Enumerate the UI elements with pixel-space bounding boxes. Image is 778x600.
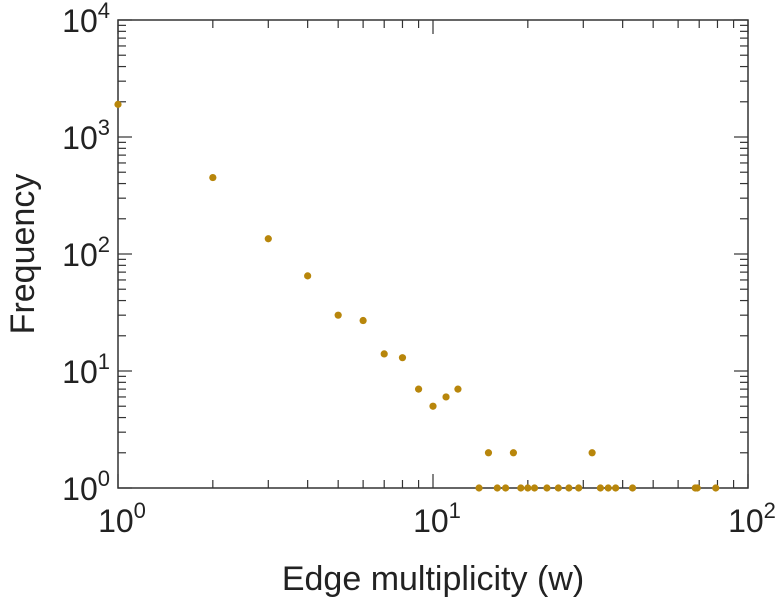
y-tick-label: 103 xyxy=(62,115,110,156)
y-axis-title: Frequency xyxy=(4,174,42,335)
data-point xyxy=(359,316,367,325)
data-point xyxy=(628,484,637,492)
data-point xyxy=(565,484,573,492)
y-tick-label: 100 xyxy=(62,466,110,507)
plot-frame xyxy=(117,19,749,489)
data-point xyxy=(442,393,450,401)
tick-marks xyxy=(117,19,749,489)
data-points xyxy=(114,100,720,492)
x-tick-label: 101 xyxy=(413,498,461,539)
data-point xyxy=(454,385,462,393)
data-point xyxy=(380,350,388,358)
data-point xyxy=(612,484,620,492)
data-point xyxy=(264,235,272,243)
y-tick-label: 101 xyxy=(62,349,110,390)
data-point xyxy=(530,484,539,492)
x-tick-label: 100 xyxy=(98,498,146,539)
data-point xyxy=(414,385,423,393)
y-tick-label: 104 xyxy=(62,0,110,39)
data-point xyxy=(334,311,342,319)
data-point xyxy=(209,173,217,182)
data-point xyxy=(543,484,551,492)
data-point xyxy=(114,100,122,108)
data-point xyxy=(501,484,510,492)
data-point xyxy=(517,484,525,492)
data-point xyxy=(588,449,596,457)
data-point xyxy=(304,272,312,280)
data-point xyxy=(429,402,437,410)
data-point xyxy=(712,484,720,492)
x-axis-title: Edge multiplicity (w) xyxy=(282,560,584,598)
data-point xyxy=(596,484,605,492)
x-tick-label: 102 xyxy=(728,498,776,539)
data-point xyxy=(475,484,483,492)
data-point xyxy=(398,354,407,362)
x-tick-labels: 100 101 102 xyxy=(98,498,776,539)
data-point xyxy=(693,484,701,492)
y-tick-labels: 100 101 102 103 104 xyxy=(62,0,110,507)
data-point xyxy=(484,449,493,457)
data-point xyxy=(604,484,612,492)
data-point xyxy=(554,484,562,492)
data-point xyxy=(509,449,518,457)
y-tick-label: 102 xyxy=(62,232,110,273)
data-point xyxy=(493,484,501,492)
data-point xyxy=(575,484,583,492)
data-point xyxy=(524,484,532,492)
